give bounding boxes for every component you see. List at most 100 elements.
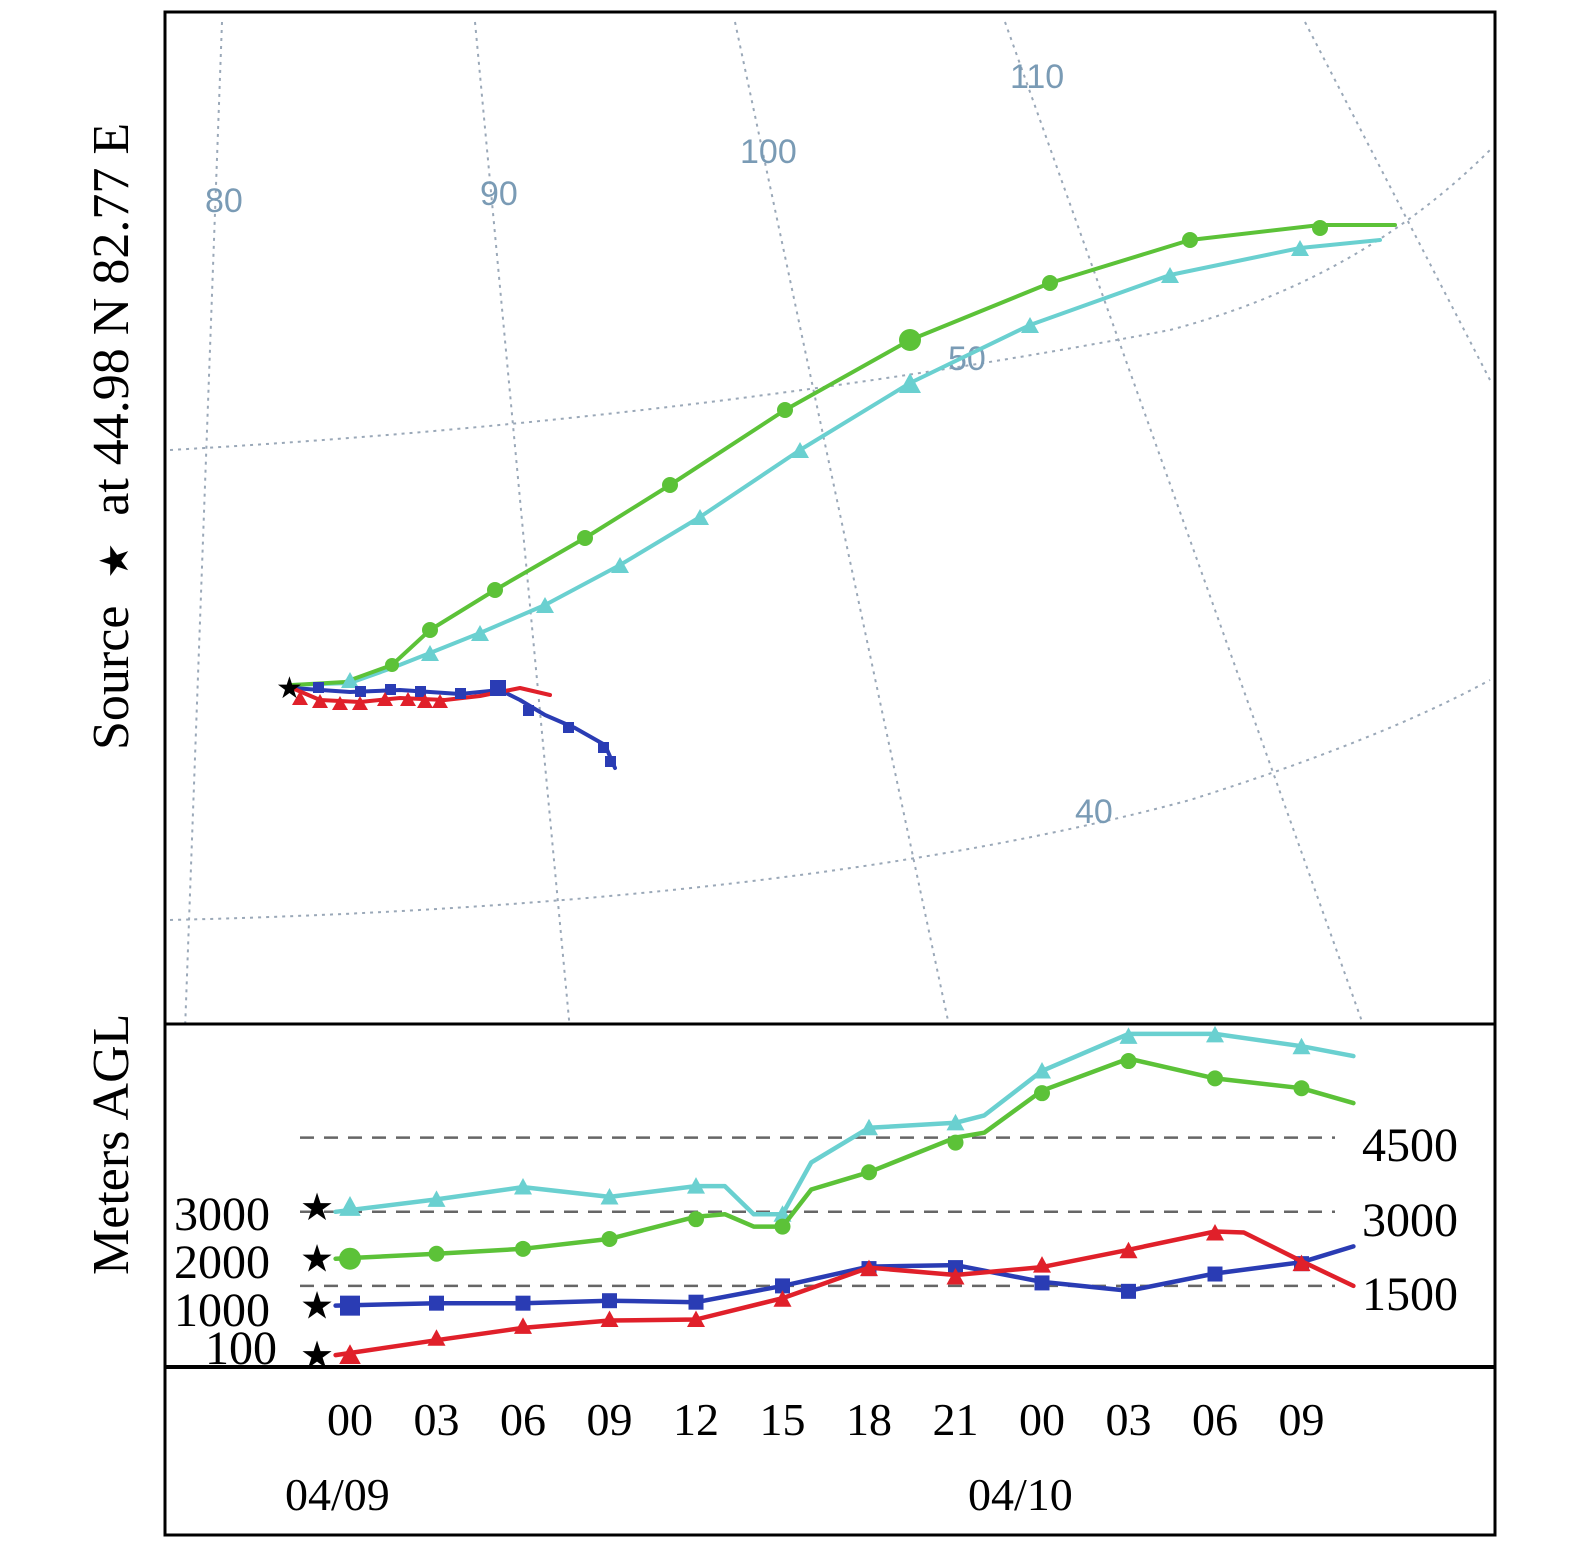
map-marker-100: [292, 691, 308, 705]
point-1000: [688, 1294, 704, 1310]
map-marker-1000: [605, 756, 616, 767]
start-height-label: 1000: [174, 1284, 270, 1337]
map-markers: ★: [276, 220, 1328, 767]
point-2000: [428, 1245, 445, 1262]
lat-label-40: 40: [1075, 793, 1113, 831]
meridian-90: [474, 21, 571, 1031]
right-tick-label: 4500: [1362, 1119, 1458, 1172]
series-line-2000: [333, 1056, 1356, 1261]
point-1000: [340, 1295, 360, 1316]
map-marker-100: [417, 694, 433, 708]
time-tick-label: 09: [587, 1394, 633, 1445]
point-100: [1292, 1254, 1311, 1272]
map-marker-1000: [355, 686, 366, 697]
map-markers-1000: [313, 680, 616, 767]
map-marker-3000: [1291, 240, 1309, 256]
height-frame: [163, 1022, 1497, 1369]
point-3000: [600, 1187, 619, 1205]
point-2000: [601, 1230, 618, 1247]
start-star-icon: ★: [300, 1333, 334, 1377]
start-star-icon: ★: [300, 1284, 334, 1328]
map-marker-1000: [598, 742, 609, 753]
point-100: [773, 1290, 792, 1307]
map-marker-1000: [313, 682, 324, 693]
height-series: [333, 1025, 1356, 1365]
start-star-icon: ★: [300, 1237, 334, 1281]
map-markers-3000: [341, 240, 1309, 688]
meridian-80: [184, 21, 223, 1031]
map-marker-1000: [385, 684, 396, 695]
map-marker-2000: [1042, 275, 1058, 291]
map-marker-100: [312, 694, 328, 708]
time-tick-label: 03: [414, 1394, 460, 1445]
map-marker-3000: [421, 645, 439, 661]
point-100: [860, 1259, 878, 1277]
time-tick-label: 21: [933, 1394, 979, 1445]
map-title: Source ★ at 44.98 N 82.77 E: [83, 123, 140, 750]
point-2000: [1034, 1085, 1050, 1102]
map-marker-3000: [791, 442, 809, 458]
map-marker-1000: [523, 705, 534, 716]
time-axis-panel: 00 03 06 09 12 15 18 21 00 03 06 09 04/09 04/10: [163, 1365, 1497, 1537]
meridian-120: [1304, 21, 1491, 381]
map-marker-100: [332, 696, 348, 710]
map-marker-3000: [691, 509, 709, 525]
map-marker-1000: [563, 722, 574, 733]
map-marker-3000: [341, 672, 359, 688]
map-marker-3000: [611, 557, 629, 573]
map-marker-2000: [422, 622, 438, 638]
point-100: [514, 1317, 532, 1334]
point-1000: [1121, 1283, 1136, 1299]
time-tick-label: 12: [673, 1394, 719, 1445]
point-1000: [1034, 1275, 1050, 1291]
title-location: at 44.98 N 82.77 E: [83, 123, 140, 516]
time-axis-frame: [163, 1365, 1497, 1537]
start-star-icon: ★: [300, 1185, 334, 1229]
map-marker-2000: [577, 530, 593, 546]
point-2000: [774, 1218, 791, 1235]
time-tick-label: 15: [760, 1394, 806, 1445]
time-tick-label: 00: [1019, 1394, 1065, 1445]
date-label: 04/10: [968, 1469, 1073, 1520]
lon-label-90: 90: [480, 175, 518, 213]
map-marker-3000: [899, 373, 921, 393]
point-100: [600, 1310, 619, 1327]
point-3000: [1206, 1025, 1224, 1043]
map-marker-3000: [1021, 317, 1039, 333]
start-height-label: 2000: [174, 1236, 270, 1289]
parallel-50: [169, 149, 1491, 451]
point-100: [427, 1329, 446, 1346]
map-marker-1000: [490, 680, 506, 696]
point-3000: [339, 1196, 361, 1216]
lat-label-50: 50: [948, 340, 986, 378]
point-2000: [1207, 1070, 1223, 1087]
point-3000: [687, 1177, 705, 1194]
lon-label-100: 100: [740, 133, 797, 171]
map-marker-2000: [487, 582, 503, 598]
point-3000: [946, 1113, 965, 1131]
point-2000: [947, 1134, 964, 1151]
point-1000: [948, 1260, 963, 1276]
map-marker-2000: [385, 658, 399, 672]
point-2000: [1120, 1053, 1137, 1070]
point-100: [1033, 1256, 1051, 1273]
graticule-labels: 80 90 100 110 50 40: [205, 58, 1113, 831]
title-star-icon: ★: [92, 543, 138, 579]
map-marker-3000: [536, 597, 554, 613]
map-graticule: [169, 21, 1491, 1031]
point-2000: [339, 1247, 361, 1270]
point-100: [339, 1344, 361, 1365]
map-markers-100: [292, 691, 448, 710]
series-100: [333, 1224, 1356, 1365]
point-2000: [688, 1211, 704, 1228]
map-markers-2000: [385, 220, 1328, 672]
point-3000: [1119, 1027, 1138, 1044]
point-2000: [515, 1240, 531, 1257]
right-tick-label: 3000: [1362, 1194, 1458, 1247]
map-frame: [163, 10, 1497, 1036]
meridian-100: [734, 21, 951, 1031]
date-label: 04/09: [285, 1469, 390, 1520]
height-panel: ★★★★ 3000 2000 1000 100 4500 3000 1500: [163, 1022, 1497, 1377]
start-stars: ★★★★: [300, 1185, 334, 1377]
